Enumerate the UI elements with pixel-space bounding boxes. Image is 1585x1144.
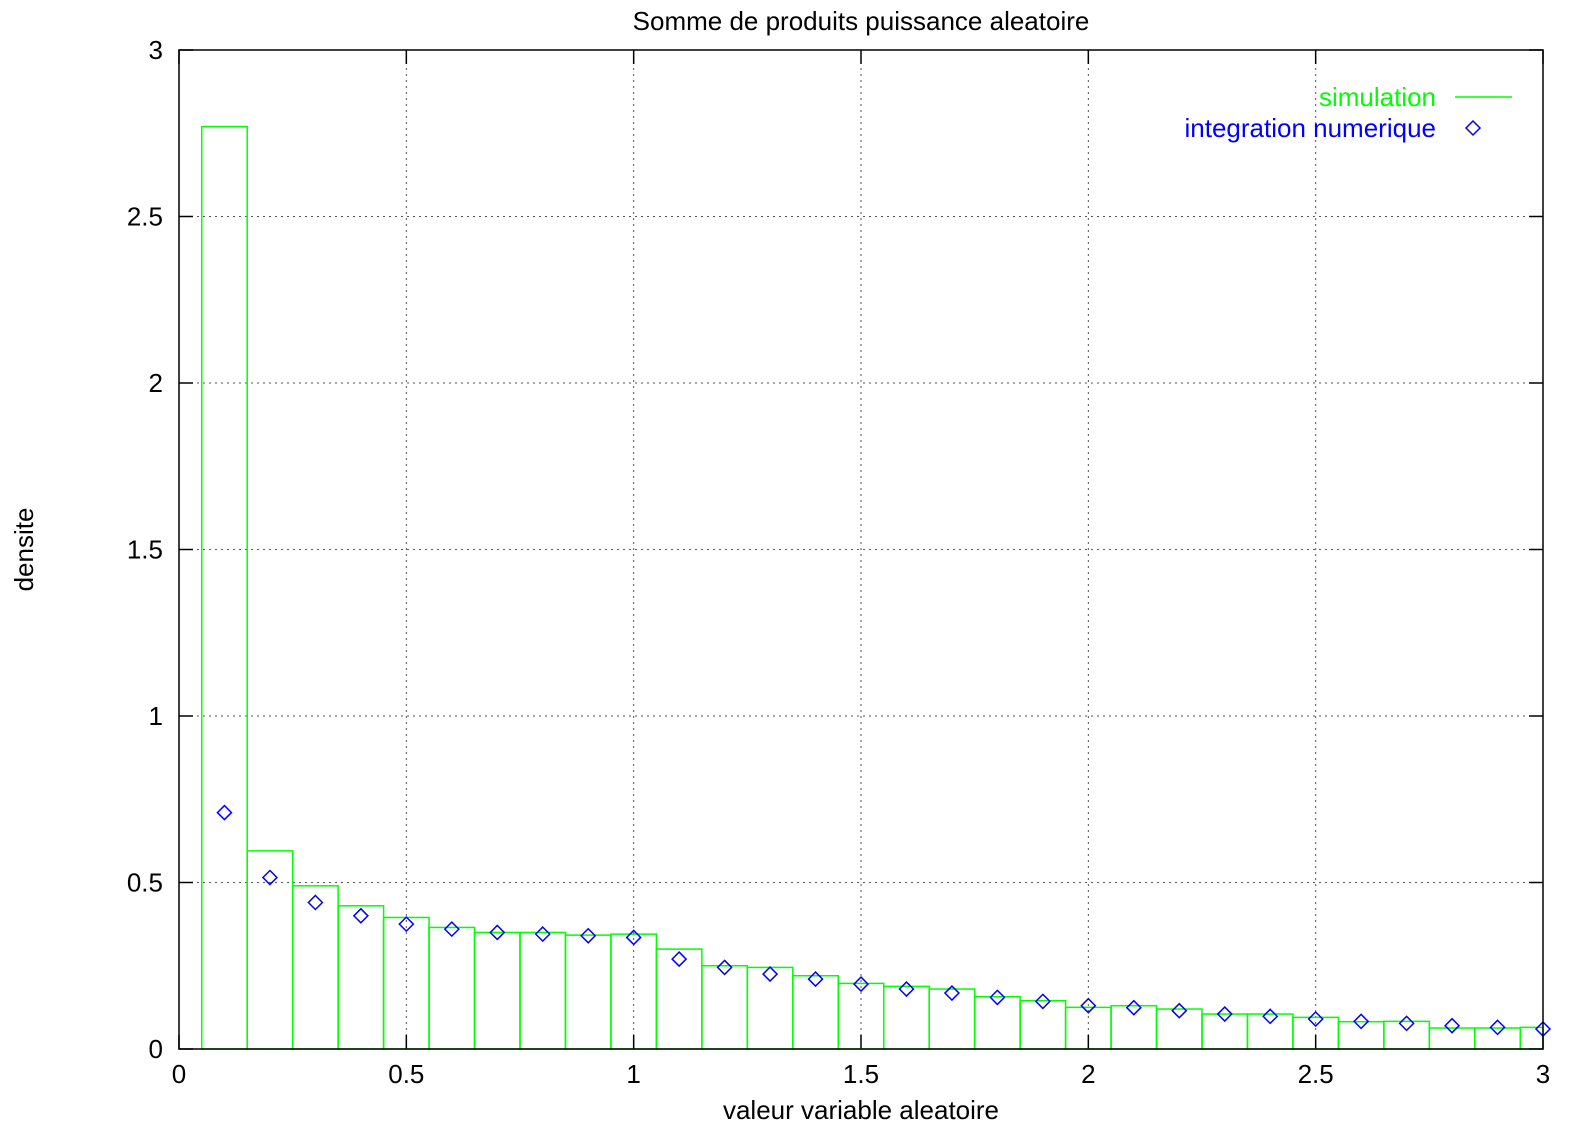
integration-point (852, 976, 870, 993)
chart-title: Somme de produits puissance aleatoire (633, 6, 1090, 36)
simulation-bar (473, 931, 521, 1050)
y-tick-label: 0 (149, 1034, 163, 1064)
integration-point (989, 989, 1006, 1006)
integration-point (443, 921, 460, 938)
y-tick-label: 2.5 (127, 202, 163, 232)
integration-point (1262, 1008, 1279, 1025)
simulation-bar (1337, 1020, 1385, 1050)
grid-lines (179, 50, 1543, 1049)
integration-point (1080, 997, 1097, 1014)
integration-point (489, 924, 506, 941)
tick-labels: 0 0.5 1 1.5 2 2.5 3 0 0.5 1 1.5 2 2.5 3 (127, 35, 1550, 1089)
integration-point (943, 984, 960, 1002)
simulation-bar (519, 931, 567, 1050)
legend-label-simulation: simulation (1319, 82, 1436, 112)
x-tick-label: 1 (626, 1059, 640, 1089)
simulation-bar (1428, 1027, 1476, 1050)
x-tick-label: 0.5 (388, 1059, 424, 1089)
integration-point (534, 926, 551, 943)
integration-point (580, 927, 597, 944)
integration-point (898, 980, 915, 998)
simulation-bar (200, 125, 248, 1050)
integration-point (1398, 1015, 1415, 1032)
integration-point (1125, 999, 1142, 1016)
integration-point (1353, 1013, 1370, 1030)
simulation-bar (1201, 1013, 1249, 1050)
legend-swatch-integration-numerique (1464, 119, 1482, 137)
simulation-bar (1383, 1020, 1431, 1050)
plot-series (200, 125, 1552, 1050)
integration-point (1307, 1010, 1324, 1028)
integration-point (625, 929, 642, 946)
simulation-bar (246, 850, 294, 1050)
y-tick-label: 1.5 (127, 535, 163, 565)
simulation-bar (746, 966, 794, 1050)
y-tick-label: 1 (149, 701, 163, 731)
y-tick-label: 0.5 (127, 868, 163, 898)
x-tick-label: 2 (1081, 1059, 1095, 1089)
integration-point (716, 959, 733, 976)
simulation-bar (655, 948, 703, 1050)
simulation-bar (337, 905, 385, 1050)
y-tick-label: 2 (149, 368, 163, 398)
x-tick-label: 3 (1536, 1059, 1550, 1089)
integration-point (307, 894, 324, 911)
y-axis-label: densite (9, 508, 39, 592)
simulation-bar (1246, 1013, 1294, 1050)
integration-point (398, 916, 415, 933)
integration-point (671, 951, 688, 968)
simulation-bar (564, 934, 612, 1050)
integration-point (216, 804, 233, 821)
plot-frame (178, 49, 1544, 1050)
integration-point (1034, 993, 1051, 1010)
x-tick-label: 1.5 (843, 1059, 879, 1089)
integration-point (807, 971, 824, 988)
simulation-bar (428, 926, 476, 1050)
simulation-bar (1519, 1026, 1544, 1050)
x-tick-label: 2.5 (1298, 1059, 1334, 1089)
integration-point (1444, 1017, 1461, 1034)
integration-point (1171, 1002, 1188, 1019)
simulation-bar (1474, 1027, 1522, 1050)
integration-point (762, 966, 779, 983)
integration-point (352, 907, 369, 924)
integration-point (1216, 1005, 1233, 1023)
integration-point (1489, 1019, 1506, 1036)
simulation-bar (701, 965, 749, 1050)
x-axis-label: valeur variable aleatoire (723, 1095, 999, 1125)
y-tick-label: 3 (149, 35, 163, 65)
simulation-bar (1155, 1008, 1203, 1050)
legend: simulation integration numerique (1185, 82, 1512, 143)
simulation-bar (928, 988, 976, 1050)
x-tick-label: 0 (172, 1059, 186, 1089)
simulation-bar (1110, 1004, 1158, 1050)
legend-label-integration-numerique: integration numerique (1185, 113, 1437, 143)
integration-point (261, 869, 278, 886)
